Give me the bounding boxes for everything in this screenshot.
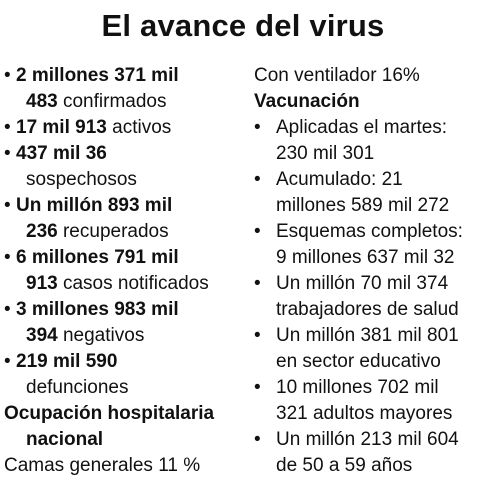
stat-value: 394: [26, 325, 58, 346]
hospital-heading-line2: nacional: [26, 429, 104, 450]
vac-item: • Acumulado: 21 millones 589 mil 272: [254, 167, 486, 219]
stat-label: negativos: [57, 325, 145, 346]
stat-label: sospechosos: [26, 169, 137, 190]
vac-line: 10 millones 702 mil: [276, 377, 439, 398]
vac-line: Un millón 213 mil 604: [276, 429, 459, 450]
right-column: Con ventilador 16% Vacunación • Aplicada…: [254, 63, 486, 479]
stat-sospechosos: • 437 mil 36 sospechosos: [4, 141, 244, 193]
stat-value: 913: [26, 273, 58, 294]
vac-item: • Un millón 70 mil 374 trabajadores de s…: [254, 271, 486, 323]
vac-line: 9 millones 637 mil 32: [276, 247, 455, 268]
bullet-icon: •: [4, 117, 11, 138]
stat-value: 2 millones 371 mil: [16, 65, 179, 86]
vac-line: de 50 a 59 años: [276, 455, 413, 476]
stat-value: 483: [26, 91, 58, 112]
vac-line: Acumulado: 21: [276, 169, 403, 190]
bullet-icon: •: [254, 221, 261, 242]
bullet-icon: •: [4, 299, 11, 320]
vac-line: trabajadores de salud: [276, 299, 459, 320]
bullet-icon: •: [254, 325, 261, 346]
vac-line: Un millón 70 mil 374: [276, 273, 449, 294]
bullet-icon: •: [4, 65, 11, 86]
stat-activos: • 17 mil 913 activos: [4, 115, 244, 141]
stat-value: 236: [26, 221, 58, 242]
hospital-heading: Ocupación hospitalaria: [4, 403, 215, 424]
bullet-icon: •: [4, 143, 11, 164]
vac-line: Un millón 381 mil 801: [276, 325, 459, 346]
page-title: El avance del virus: [101, 8, 385, 43]
stat-value: 17 mil 913: [16, 117, 107, 138]
vac-line: Aplicadas el martes:: [276, 117, 448, 138]
vac-item: • Un millón 213 mil 604 de 50 a 59 años: [254, 427, 486, 479]
bullet-icon: •: [254, 377, 261, 398]
vac-line: 321 adultos mayores: [276, 403, 453, 424]
vac-item: • Aplicadas el martes: 230 mil 301: [254, 115, 486, 167]
camas-generales: Camas generales 11 %: [4, 455, 201, 476]
stat-value: 219 mil 590: [16, 351, 118, 372]
bullet-icon: •: [254, 273, 261, 294]
vacunacion-heading: Vacunación: [254, 91, 360, 112]
stat-value: 6 millones 791 mil: [16, 247, 179, 268]
bullet-icon: •: [254, 117, 261, 138]
stat-confirmados: • 2 millones 371 mil 483 confirmados: [4, 63, 244, 115]
stat-value: 437 mil 36: [16, 143, 107, 164]
con-ventilador: Con ventilador 16%: [254, 65, 420, 86]
vac-item: • Esquemas completos: 9 millones 637 mil…: [254, 219, 486, 271]
stat-label: confirmados: [57, 91, 167, 112]
bullet-icon: •: [4, 351, 11, 372]
bullet-icon: •: [4, 247, 11, 268]
stat-label: activos: [106, 117, 172, 138]
vac-line: en sector educativo: [276, 351, 441, 372]
vac-item: • 10 millones 702 mil 321 adultos mayore…: [254, 375, 486, 427]
vac-line: millones 589 mil 272: [276, 195, 450, 216]
stat-label: recuperados: [57, 221, 169, 242]
bullet-icon: •: [254, 169, 261, 190]
bullet-icon: •: [4, 195, 11, 216]
vac-item: • Un millón 381 mil 801 en sector educat…: [254, 323, 486, 375]
stat-label: casos notificados: [57, 273, 209, 294]
stat-value: 3 millones 983 mil: [16, 299, 179, 320]
vac-line: Esquemas completos:: [276, 221, 463, 242]
stat-value: Un millón 893 mil: [16, 195, 173, 216]
bullet-icon: •: [254, 429, 261, 450]
stat-negativos: • 3 millones 983 mil 394 negativos: [4, 297, 244, 349]
stat-defunciones: • 219 mil 590 defunciones: [4, 349, 244, 401]
stat-label: defunciones: [26, 377, 129, 398]
left-column: • 2 millones 371 mil 483 confirmados • 1…: [4, 63, 244, 479]
vac-line: 230 mil 301: [276, 143, 375, 164]
stat-recuperados: • Un millón 893 mil 236 recuperados: [4, 193, 244, 245]
stat-notificados: • 6 millones 791 mil 913 casos notificad…: [4, 245, 244, 297]
